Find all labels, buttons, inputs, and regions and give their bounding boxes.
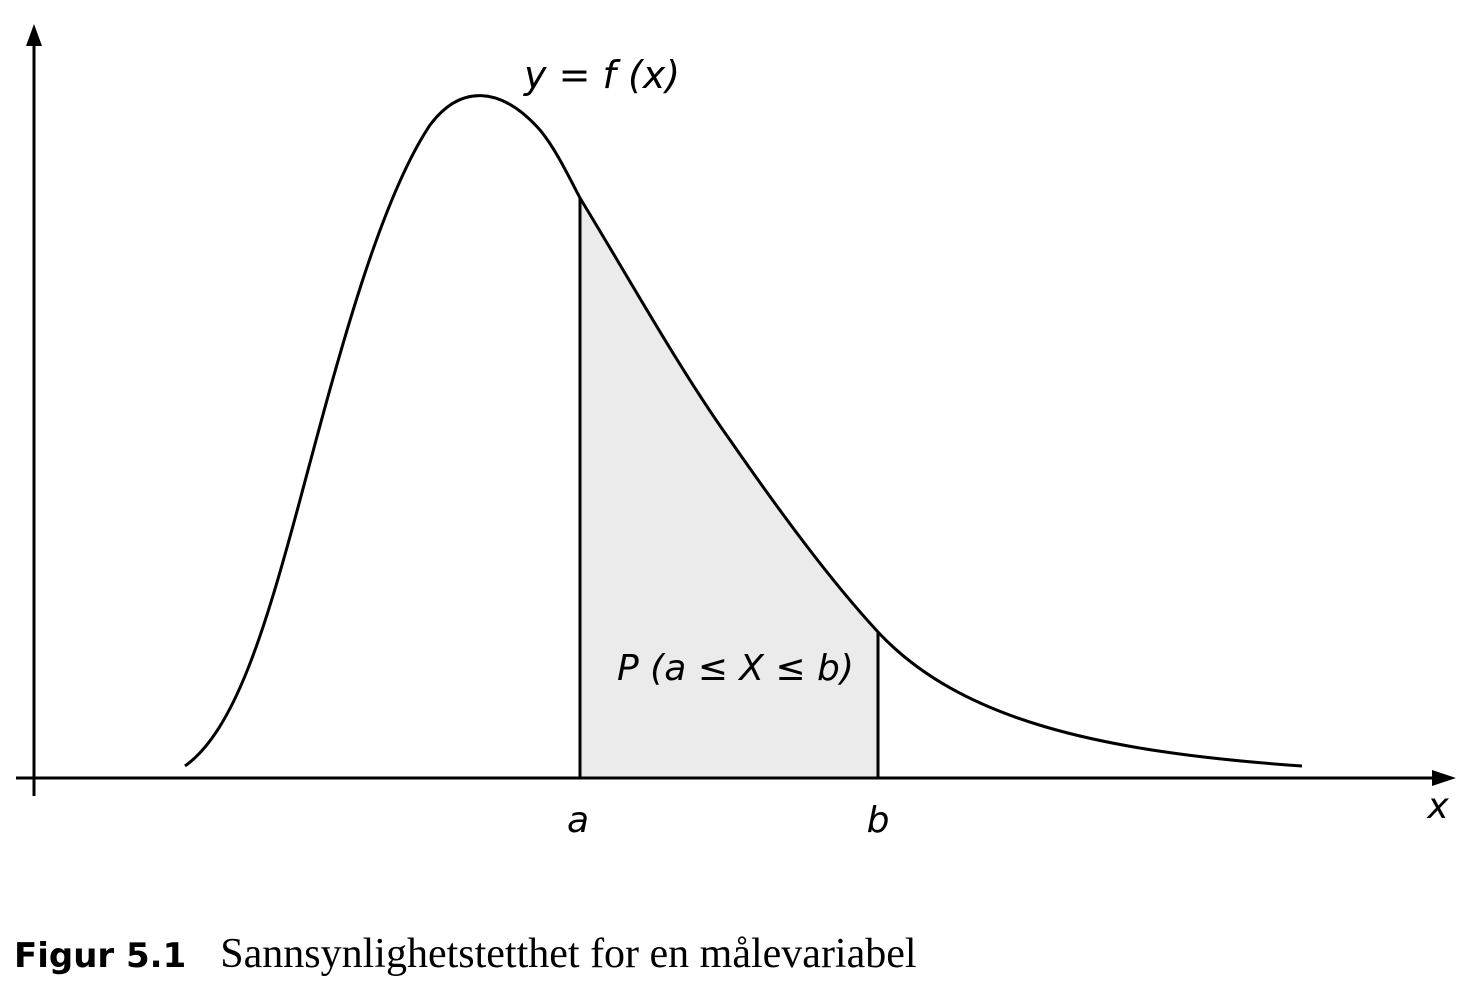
bound-b-label: b	[867, 800, 890, 841]
bound-a-label: a	[567, 800, 589, 841]
function-label: y = f (x)	[523, 53, 680, 97]
figure-caption: Figur 5.1 Sannsynlighetstetthet for en må…	[14, 930, 917, 978]
density-curve	[184, 94, 1303, 768]
caption-text: Sannsynlighetstetthet for en målevariabe…	[220, 931, 917, 977]
x-axis-arrowhead	[1432, 770, 1456, 786]
probability-area	[580, 198, 878, 778]
x-axis-label: x	[1426, 786, 1449, 827]
y-axis-arrowhead	[26, 24, 42, 46]
probability-label: P (a ≤ X ≤ b)	[617, 648, 854, 689]
caption-label: Figur 5.1	[14, 936, 187, 976]
